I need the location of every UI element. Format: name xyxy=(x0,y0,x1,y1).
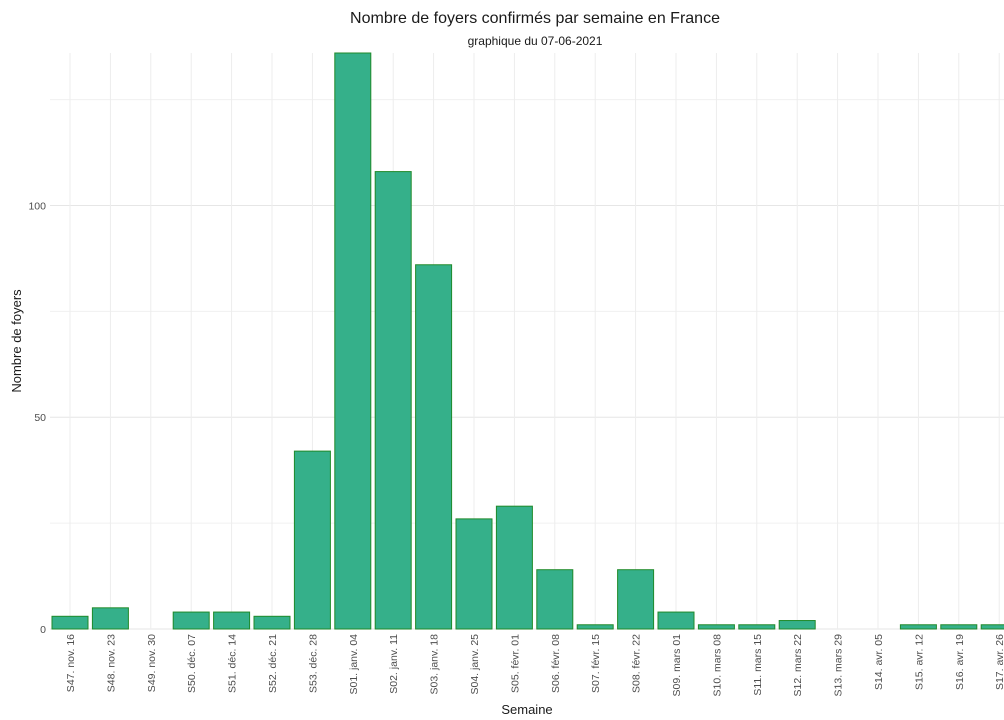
x-tick-label: S49. nov. 30 xyxy=(146,634,158,692)
x-tick-label: S07. févr. 15 xyxy=(590,634,602,693)
x-tick-label: S08. févr. 22 xyxy=(631,634,643,693)
bars xyxy=(51,52,1004,630)
bar xyxy=(576,624,614,630)
x-tick-label: S12. mars 22 xyxy=(792,634,804,697)
x-tick-label: S11. mars 15 xyxy=(752,634,764,696)
bar xyxy=(657,611,695,630)
x-axis-ticks: S47. nov. 16 S48. nov. 23 S49. nov. 30 S50.… xyxy=(65,634,1004,697)
bar xyxy=(293,450,331,630)
x-tick-label: S04. janv. 25 xyxy=(469,634,481,695)
y-axis-title: Nombre de foyers xyxy=(9,289,24,393)
bar xyxy=(778,620,816,630)
bar xyxy=(940,624,978,630)
x-tick-label: S10. mars 08 xyxy=(711,634,723,697)
x-tick-label: S53. déc. 28 xyxy=(307,634,319,693)
x-tick-label: S15. avr. 12 xyxy=(913,634,925,690)
x-tick-label: S06. févr. 08 xyxy=(550,634,562,693)
y-tick-label: 50 xyxy=(34,412,46,424)
x-tick-label: S13. mars 29 xyxy=(833,634,845,697)
x-tick-label: S09. mars 01 xyxy=(671,634,683,697)
bar xyxy=(253,615,291,630)
y-tick-label: 100 xyxy=(28,200,46,212)
bar xyxy=(617,569,655,630)
y-axis-ticks: 0 50 100 xyxy=(28,200,46,636)
x-tick-label: S03. janv. 18 xyxy=(429,634,441,695)
x-tick-label: S05. févr. 01 xyxy=(509,634,521,693)
x-tick-label: S01. janv. 04 xyxy=(348,634,360,695)
bar xyxy=(495,505,533,630)
bar xyxy=(172,611,210,630)
bar xyxy=(536,569,574,630)
bar xyxy=(51,615,89,630)
x-tick-label: S51. déc. 14 xyxy=(227,634,239,693)
chart-title: Nombre de foyers confirmés par semaine e… xyxy=(350,10,720,27)
bar xyxy=(455,518,493,630)
x-tick-label: S47. nov. 16 xyxy=(65,634,77,692)
x-tick-label: S14. avr. 05 xyxy=(873,634,885,690)
x-tick-label: S16. avr. 19 xyxy=(954,634,966,690)
bar xyxy=(91,607,129,630)
bar xyxy=(334,52,372,630)
chart-subtitle: graphique du 07-06-2021 xyxy=(468,34,603,48)
bar xyxy=(980,624,1004,630)
bar xyxy=(899,624,937,630)
x-tick-label: S50. déc. 07 xyxy=(186,634,198,693)
y-tick-label: 0 xyxy=(40,624,46,636)
bar xyxy=(374,171,412,630)
x-tick-label: S02. janv. 11 xyxy=(388,634,400,694)
x-tick-label: S52. déc. 21 xyxy=(267,634,279,693)
x-axis-title: Semaine xyxy=(501,702,552,717)
x-tick-label: S17. avr. 26 xyxy=(994,634,1004,690)
bar xyxy=(738,624,776,630)
x-tick-label: S48. nov. 23 xyxy=(105,634,117,692)
bar xyxy=(697,624,735,630)
bar xyxy=(213,611,251,630)
bar xyxy=(415,264,453,630)
